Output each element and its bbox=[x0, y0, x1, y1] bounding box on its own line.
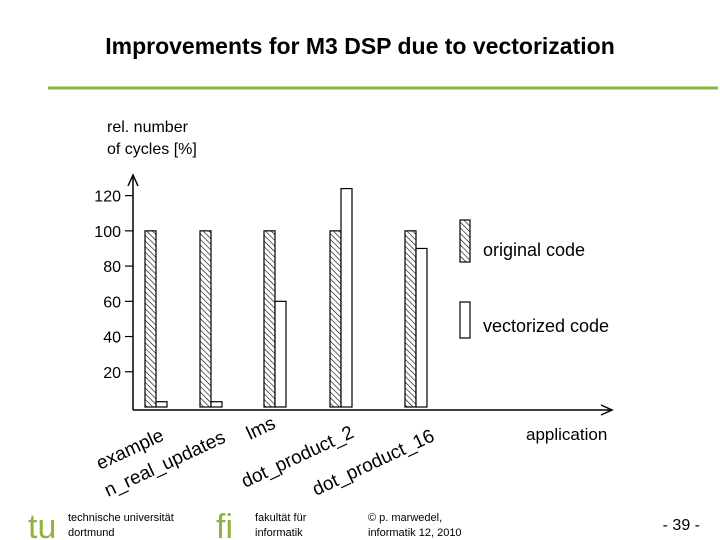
university: technische universität bbox=[68, 512, 174, 524]
logo-right: fi bbox=[216, 508, 233, 540]
bar bbox=[415, 247, 428, 408]
y-tick-label: 100 bbox=[94, 224, 121, 241]
bar bbox=[329, 230, 342, 408]
university: dortmund bbox=[68, 527, 114, 539]
y-tick-label: 20 bbox=[103, 365, 121, 382]
x-axis-arrow bbox=[600, 404, 614, 416]
legend-label: vectorized code bbox=[483, 316, 609, 336]
bar bbox=[263, 230, 276, 408]
y-axis-label: rel. number bbox=[107, 119, 189, 136]
y-tick-label: 40 bbox=[103, 330, 121, 347]
legend-label: original code bbox=[483, 240, 585, 260]
y-axis-label: of cycles [%] bbox=[107, 141, 197, 158]
bar bbox=[144, 230, 157, 408]
chart: 20 40 60 80 100 120 rel. number of cycles [%] ap… bbox=[93, 119, 614, 502]
bar bbox=[274, 300, 287, 408]
y-tick-label: 80 bbox=[103, 259, 121, 276]
logo-left: tu bbox=[28, 508, 56, 540]
bar bbox=[199, 230, 212, 408]
y-tick-label: 120 bbox=[94, 189, 121, 206]
y-tick-label: 60 bbox=[103, 294, 121, 311]
legend-swatch bbox=[459, 219, 471, 263]
bar bbox=[340, 187, 353, 408]
copyright: informatik 12, 2010 bbox=[368, 527, 462, 539]
bar bbox=[210, 401, 223, 408]
bar bbox=[155, 401, 168, 408]
copyright: © p. marwedel, bbox=[368, 512, 442, 524]
page-number: - 39 - bbox=[663, 517, 700, 534]
x-axis-label: application bbox=[526, 425, 607, 444]
x-tick-label: lms bbox=[243, 413, 279, 445]
faculty: fakultät für bbox=[255, 512, 307, 524]
y-axis-arrow bbox=[127, 173, 139, 187]
legend-swatch bbox=[459, 301, 471, 339]
bar bbox=[404, 230, 417, 408]
slide-title: Improvements for M3 DSP due to vectoriza… bbox=[105, 33, 615, 59]
faculty: informatik bbox=[255, 527, 303, 539]
